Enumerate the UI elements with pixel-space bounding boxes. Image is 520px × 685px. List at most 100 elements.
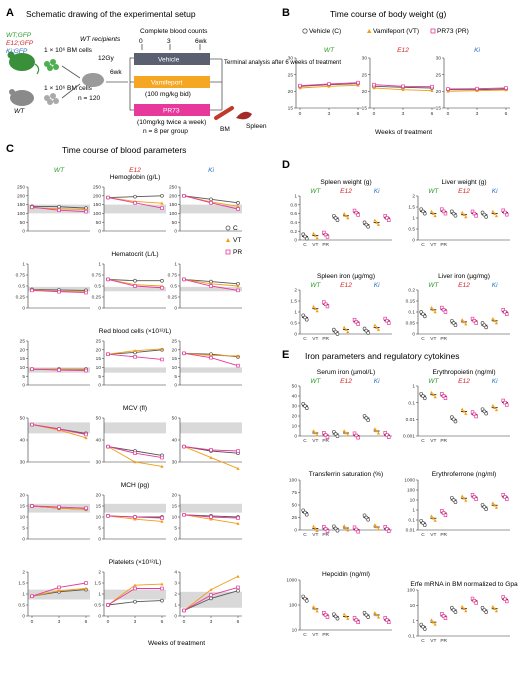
vamifeport-label: Vamifeport xyxy=(151,80,183,87)
y-tick-label: 15 xyxy=(436,106,442,112)
panel-c-letter: C xyxy=(6,143,14,155)
dot-pr xyxy=(505,403,508,406)
y-tick-label: 0.1 xyxy=(408,518,415,524)
y-tick-label: 10 xyxy=(410,603,416,609)
point-pr xyxy=(210,516,213,519)
reference-band xyxy=(180,422,242,433)
legend-pr-marker-c xyxy=(226,250,230,254)
x-cat-label: VT xyxy=(430,242,436,248)
x-tick-label: 0 xyxy=(107,619,110,625)
bm-bone-icon xyxy=(216,108,232,118)
dot-vt xyxy=(491,317,494,320)
point-pr xyxy=(183,513,186,516)
y-tick-label: 50 xyxy=(20,220,26,226)
dot-pr xyxy=(357,621,360,624)
dot-panel: Liver iron (µg/mg)00.050.10.150.2WTC VT PR… xyxy=(406,273,510,342)
point-pr xyxy=(31,206,34,209)
dot-pr xyxy=(505,213,508,216)
y-tick-label: 40 xyxy=(172,438,178,444)
y-tick-label: 250 xyxy=(93,185,101,191)
dot-pr xyxy=(505,313,508,316)
line-panel-e12: 0 5 10 15 20 25 xyxy=(96,339,166,389)
reference-band xyxy=(104,590,166,600)
y-tick-label: 10 xyxy=(96,515,102,521)
dot-c xyxy=(454,611,457,614)
point-pr xyxy=(183,352,186,355)
panel-c-legend: C VT PR xyxy=(226,225,242,256)
y-tick-label: 1 xyxy=(174,262,177,268)
x-tick-label: 3 xyxy=(210,619,213,625)
dot-pr xyxy=(444,514,447,517)
line-panel-ki: 0 1 2 3 4 0 3 6 xyxy=(174,570,242,625)
dot-vt xyxy=(373,523,376,526)
point-pr xyxy=(134,355,137,358)
point-pr xyxy=(161,587,164,590)
n-total-label: n = 120 xyxy=(78,95,101,102)
x-cat-label: PR xyxy=(322,438,329,444)
y-tick-label: 0.8 xyxy=(290,202,297,208)
y-tick-label: 10 xyxy=(20,515,26,521)
y-tick-label: 1 xyxy=(412,216,415,222)
dot-panel-title: Hepcidin (ng/ml) xyxy=(322,571,370,578)
irradiation-label: 12Gy xyxy=(98,55,114,62)
legend-vamifeport: Vamifeport (VT) xyxy=(373,28,419,35)
dot-pr xyxy=(357,214,360,217)
y-tick-label: 0.01 xyxy=(406,528,416,534)
point-pr xyxy=(134,516,137,519)
line-panel-ki: 050100150200250 xyxy=(169,185,242,235)
panel-b-group-wt: WT xyxy=(324,47,335,54)
reference-band xyxy=(180,504,242,513)
dot-c xyxy=(367,331,370,334)
point-c xyxy=(161,599,164,602)
panel-e-letter: E xyxy=(282,349,289,361)
y-tick-label: 2 xyxy=(412,194,415,200)
y-tick-label: 40 xyxy=(292,394,298,400)
point-pr xyxy=(31,423,34,426)
reference-band xyxy=(104,205,166,214)
axes xyxy=(300,580,392,630)
panel-d-letter: D xyxy=(282,159,290,171)
y-tick-label: 0 xyxy=(294,332,297,338)
panel-b-group-e12: E12 xyxy=(397,47,409,54)
x-tick-label: 0 xyxy=(373,111,376,117)
axes xyxy=(444,58,510,108)
y-tick-label: 30 xyxy=(96,460,102,466)
cbc-tick-6wk: 6wk xyxy=(195,38,207,45)
y-tick-label: 50 xyxy=(20,416,26,422)
point-pr xyxy=(58,290,61,293)
x-tick-label: 6 xyxy=(357,111,360,117)
point-pr xyxy=(58,369,61,372)
panel-a: A Schematic drawing of the experimental … xyxy=(6,7,341,135)
vamifeport-dose: (100 mg/kg bid) xyxy=(145,91,191,98)
x-cat-label: C xyxy=(303,532,307,538)
dot-pr xyxy=(475,498,478,501)
dot-c xyxy=(305,513,308,516)
point-pr xyxy=(161,358,164,361)
axes xyxy=(28,341,90,385)
x-cat-label: C xyxy=(303,242,307,248)
y-tick-label: 0.25 xyxy=(168,295,178,301)
dot-group-e12: E12 xyxy=(340,282,352,289)
y-tick-label: 1 xyxy=(412,618,415,624)
x-tick-label: 3 xyxy=(402,111,405,117)
dot-panel: Erythroferrone (ng/ml) 0.01 0.1 1 10 100 1000 C… xyxy=(404,471,510,538)
y-tick-label: 0.05 xyxy=(406,321,416,327)
dot-vt xyxy=(312,305,315,308)
line-panel-e12: 304050 xyxy=(96,416,166,468)
dot-panel-title: Erythropoietin (ng/ml) xyxy=(432,369,495,376)
dot-vt xyxy=(373,427,376,430)
y-tick-label: 0 xyxy=(98,537,101,543)
y-tick-label: 1.5 xyxy=(94,581,101,587)
legend-c-marker xyxy=(303,29,307,33)
dot-c xyxy=(367,616,370,619)
donor-e12-gfp: E12;GFP xyxy=(6,40,34,47)
x-tick-label: 6 xyxy=(85,619,88,625)
dot-pr xyxy=(505,600,508,603)
y-tick-label: 0.25 xyxy=(92,295,102,301)
dot-pr xyxy=(357,530,360,533)
dot-c xyxy=(485,611,488,614)
y-tick-label: 1 xyxy=(98,262,101,268)
dot-panel-title: Liver weight (g) xyxy=(441,179,486,186)
